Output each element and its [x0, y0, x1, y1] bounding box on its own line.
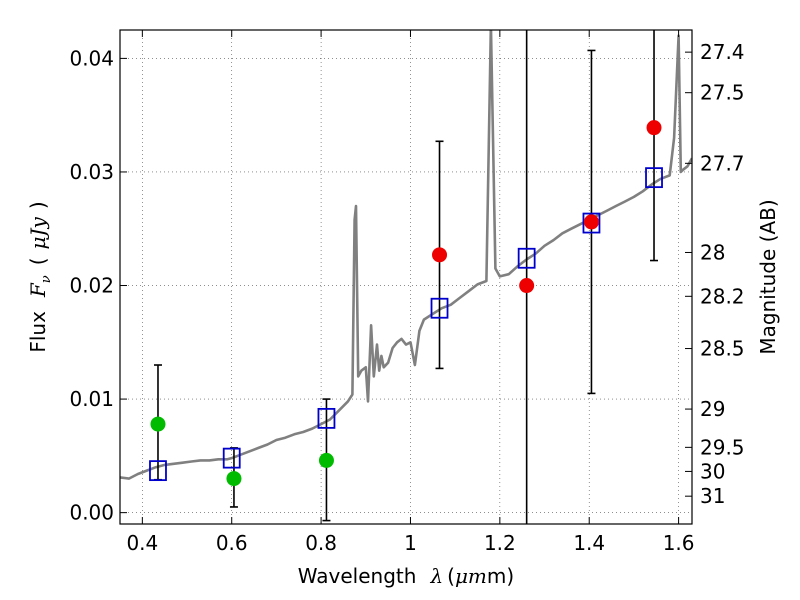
y2-axis-label: Magnitude (AB)	[756, 199, 780, 354]
plot-content	[120, 30, 692, 524]
model-square-marker	[645, 167, 663, 189]
x-axis-label: Wavelength λ (μmm)	[298, 564, 514, 588]
nir-point	[583, 214, 599, 230]
plot-frame	[119, 29, 693, 525]
y2-tick-label: 27.4	[700, 40, 745, 64]
ticks: 0.4 0.6 0.8 1 1.2 1.4 1.6 0.00 0.01 0.02 0.03 0.04 2…	[69, 30, 745, 555]
y2-tick-label: 28.5	[700, 337, 745, 361]
nir-point	[432, 247, 448, 263]
model-square-marker	[317, 407, 336, 429]
series-layer	[120, 30, 692, 524]
y2-tick-label: 28.2	[700, 284, 745, 308]
grid	[120, 30, 692, 524]
model-square-marker	[222, 447, 241, 469]
x-tick-label: 1	[404, 531, 417, 555]
x-tick-label: 1.2	[484, 531, 516, 555]
model-square-marker	[582, 212, 601, 234]
y2-tick-label: 28	[700, 240, 725, 264]
y2-tick-label: 27.7	[700, 151, 745, 175]
y-tick-label: 0.03	[69, 160, 114, 184]
x-tick-label: 0.8	[305, 531, 337, 555]
model-square-marker	[517, 247, 536, 269]
x-tick-label: 0.6	[216, 531, 248, 555]
model-square-marker	[149, 460, 167, 482]
y2-tick-label: 29.5	[700, 435, 745, 459]
nir-point	[646, 120, 662, 136]
x-tick-label: 1.6	[663, 531, 695, 555]
y2-tick-label: 29	[700, 397, 725, 421]
y-axis-label: FluxFν(μJy)	[26, 201, 54, 352]
y-tick-label: 0.04	[69, 46, 114, 70]
spectrum-line	[120, 30, 692, 480]
y-tick-label: 0.01	[69, 387, 114, 411]
model-square-marker	[430, 297, 449, 319]
optical-point	[150, 416, 166, 432]
y-tick-label: 0.02	[69, 274, 114, 298]
y2-tick-label: 27.5	[700, 81, 745, 105]
nir-point	[519, 278, 535, 294]
y2-tick-label: 31	[700, 484, 725, 508]
optical-point	[226, 471, 242, 487]
x-tick-label: 1.4	[573, 531, 605, 555]
optical-point	[318, 452, 334, 468]
y-tick-label: 0.00	[69, 501, 114, 525]
y2-tick-label: 30	[700, 459, 725, 483]
x-tick-label: 0.4	[126, 531, 158, 555]
